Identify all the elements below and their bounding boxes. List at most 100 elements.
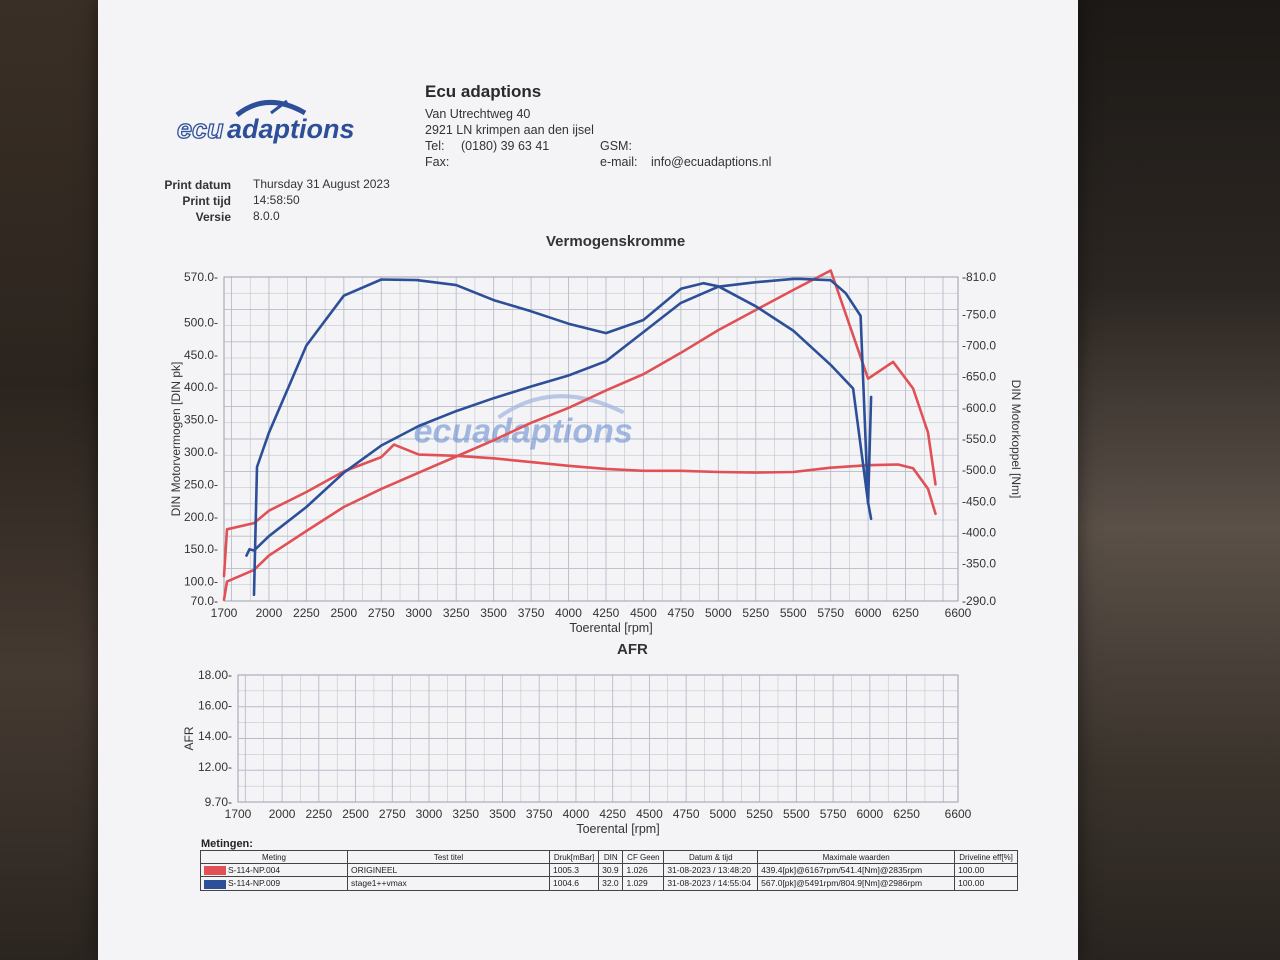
header-datum: Datum & tijd (663, 850, 759, 864)
row-titel: ORIGINEEL (347, 862, 550, 878)
y-tick-label: 250.0- (184, 477, 218, 491)
x-tick-label: 5250 (746, 807, 773, 821)
company-city: 2921 LN krimpen aan den ijsel (425, 123, 594, 137)
x-tick-label: 3250 (443, 606, 470, 620)
header-titel: Test titel (347, 850, 550, 864)
y-tick-label: 18.00- (198, 668, 232, 682)
fax-label: Fax: (425, 155, 450, 169)
swatch-stock (204, 866, 226, 876)
y-tick-label: 70.0- (191, 594, 218, 608)
y-tick-label: 350.0- (184, 413, 218, 427)
email-label: e-mail: (600, 155, 638, 169)
row-max: 439.4[pk]@6167rpm/541.4[Nm]@2835rpm (757, 862, 956, 878)
gsm-label: GSM: (600, 139, 632, 153)
y2-tick-label: -810.0 (962, 270, 996, 284)
x-tick-label: 3000 (416, 807, 443, 821)
tel-label: Tel: (425, 139, 445, 153)
y2-tick-label: -750.0 (962, 307, 996, 321)
y-tick-label: 100.0- (184, 575, 218, 589)
email-value: info@ecuadaptions.nl (651, 155, 772, 169)
tel-value: (0180) 39 63 41 (461, 139, 550, 153)
row-druk: 1005.3 (548, 862, 600, 878)
x-tick-label: 4750 (668, 606, 695, 620)
watermark-text: ecuadaptions (414, 413, 633, 451)
y2-tick-label: -650.0 (962, 370, 996, 384)
row-datum: 31-08-2023 / 14:55:04 (663, 876, 759, 891)
y-tick-label: 400.0- (184, 380, 218, 394)
x-tick-label: 1700 (211, 606, 238, 620)
company-name: Ecu adaptions (425, 82, 542, 101)
company-street: Van Utrechtweg 40 (425, 107, 531, 121)
series-line-0 (222, 269, 937, 602)
x-tick-label: 5250 (742, 606, 769, 620)
x-tick-label: 5000 (705, 606, 732, 620)
x-tick-label: 4000 (555, 606, 582, 620)
x-tick-label: 2750 (368, 606, 395, 620)
y2-tick-label: -350.0 (962, 557, 996, 571)
measurements-table: Meting Test titel Druk[mBar] DIN CF Geen… (200, 850, 1018, 891)
measurements-title: Metingen: (201, 838, 253, 850)
row-din: 30.9 (598, 862, 624, 878)
x-tick-label: 3750 (518, 606, 545, 620)
x-tick-label: 1700 (225, 807, 252, 821)
header-din: DIN (598, 850, 624, 864)
y-tick-label: 150.0- (184, 542, 218, 556)
x-tick-label: 2250 (305, 807, 332, 821)
x-tick-label: 6000 (856, 807, 883, 821)
x-tick-label: 6600 (945, 606, 972, 620)
background-left (0, 0, 110, 960)
logo-text-a: ecu (177, 114, 224, 144)
row-druk: 1004.6 (548, 876, 600, 891)
row-meting: S-114-NP.004 (228, 865, 281, 875)
version-value: 8.0.0 (253, 209, 280, 223)
x-axis-label: Toerental [rpm] (576, 822, 659, 836)
watermark-arc (497, 394, 625, 420)
x-tick-label: 6600 (945, 807, 972, 821)
y-axis-label: DIN Motorvermogen [DIN pk] (169, 362, 183, 517)
header-druk: Druk[mBar] (548, 850, 600, 864)
y-tick-label: 12.00- (198, 760, 232, 774)
x-tick-label: 6250 (893, 807, 920, 821)
plot-frame (223, 276, 959, 602)
x-tick-label: 5750 (817, 606, 844, 620)
x-tick-label: 4250 (599, 807, 626, 821)
plot-frame (237, 674, 959, 803)
x-tick-label: 3250 (452, 807, 479, 821)
y-tick-label: 16.00- (198, 699, 232, 713)
x-tick-label: 2250 (293, 606, 320, 620)
table-row: S-114-NP.009 stage1++vmax 1004.6 32.0 1.… (200, 876, 1018, 891)
x-tick-label: 2750 (379, 807, 406, 821)
series-line-1 (222, 443, 937, 578)
print-date-label: Print datum (164, 178, 231, 192)
print-time-label: Print tijd (182, 194, 231, 208)
x-tick-label: 3500 (480, 606, 507, 620)
y2-tick-label: -400.0 (962, 525, 996, 539)
header-meting: Meting (200, 850, 348, 864)
y2-tick-label: -700.0 (962, 339, 996, 353)
header-eff: Driveline eff[%] (954, 850, 1018, 864)
x-tick-label: 3750 (526, 807, 553, 821)
y-tick-label: 570.0- (184, 270, 218, 284)
x-tick-label: 5000 (710, 807, 737, 821)
y-tick-label: 14.00- (198, 729, 232, 743)
table-row: S-114-NP.004 ORIGINEEL 1005.3 30.9 1.026… (200, 862, 1018, 878)
logo-text-b: adaptions (227, 114, 355, 144)
row-din: 32.0 (598, 876, 624, 891)
row-meting: S-114-NP.009 (228, 878, 281, 889)
ecu-adaptions-logo: ecu adaptions (176, 99, 355, 145)
swatch-tuned (204, 879, 226, 889)
series-line-2 (245, 277, 873, 557)
x-tick-label: 5500 (783, 807, 810, 821)
row-datum: 31-08-2023 / 13:48:20 (663, 862, 759, 878)
power-chart-title: Vermogenskromme (546, 233, 686, 250)
row-cf: 1.029 (622, 876, 665, 891)
y-axis-label: AFR (182, 726, 196, 750)
afr-chart-title: AFR (617, 641, 648, 658)
x-tick-label: 3500 (489, 807, 516, 821)
table-header-row: Meting Test titel Druk[mBar] DIN CF Geen… (200, 850, 1018, 864)
x-tick-label: 2500 (342, 807, 369, 821)
x-tick-label: 4000 (563, 807, 590, 821)
x-tick-label: 2000 (269, 807, 296, 821)
x-tick-label: 6250 (892, 606, 919, 620)
y-tick-label: 9.70- (205, 795, 232, 809)
